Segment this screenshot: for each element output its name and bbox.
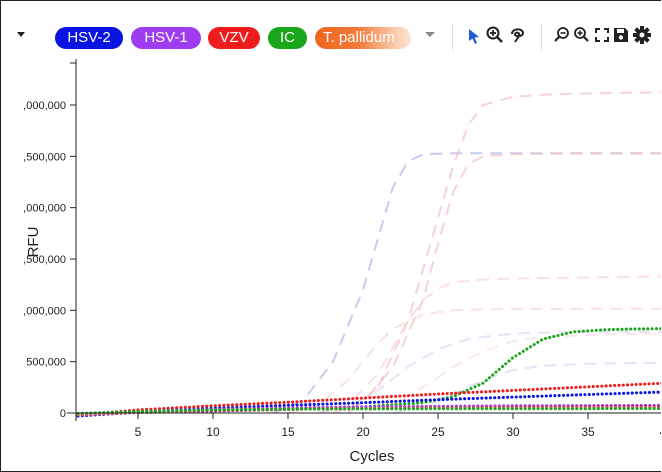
background-curve	[317, 275, 661, 414]
lasso-icon[interactable]	[508, 25, 528, 45]
fullscreen-icon[interactable]	[594, 27, 610, 43]
target-chip-ic[interactable]: IC	[268, 27, 307, 49]
x-tick-label: 25	[431, 425, 445, 439]
target-chip-hsv-2[interactable]: HSV-2	[55, 27, 123, 49]
x-tick-label: 10	[206, 425, 220, 439]
y-axis-label: RFU	[25, 227, 42, 258]
toolbar-divider	[452, 23, 453, 51]
y-tick-label: ,500,000	[23, 151, 66, 163]
background-curve	[272, 152, 661, 414]
target-chip-label: VZV	[219, 29, 249, 46]
y-tick-label: ,500,000	[23, 254, 66, 266]
chart-toolbar: HSV-2 HSV-1 VZV IC T. pallidum	[1, 19, 661, 55]
target-chip-t-pallidum[interactable]: T. pallidum	[315, 27, 411, 49]
background-curve	[347, 91, 661, 414]
y-tick-label: ,000,000	[23, 203, 66, 215]
zoom-in-icon[interactable]	[573, 26, 591, 44]
chevron-down-icon[interactable]	[423, 28, 437, 40]
x-tick-label: 15	[281, 425, 295, 439]
target-chip-label: IC	[280, 29, 295, 46]
background-curve	[332, 152, 661, 414]
y-tick-label: ,000,000	[23, 305, 66, 317]
target-chip-label: T. pallidum	[323, 29, 395, 46]
amplification-curve	[76, 381, 661, 417]
x-axis-label: Cycles	[349, 448, 394, 465]
y-tick-label: ,000,000	[23, 100, 66, 112]
zoom-in-icon[interactable]	[485, 25, 505, 45]
target-chip-hsv-1[interactable]: HSV-1	[131, 27, 201, 49]
target-chip-label: HSV-1	[144, 29, 188, 46]
y-tick-label: 500,000	[26, 357, 66, 369]
gear-icon[interactable]	[632, 25, 652, 45]
x-tick-label: 5	[135, 425, 142, 439]
x-tick-label: 20	[356, 425, 370, 439]
target-chip-label: HSV-2	[67, 29, 111, 46]
chevron-down-icon[interactable]	[15, 28, 27, 40]
amplification-curve	[76, 327, 661, 415]
x-tick-label: 4	[660, 425, 661, 439]
amplification-curve	[76, 407, 661, 415]
save-icon[interactable]	[613, 27, 629, 43]
x-tick-label: 35	[581, 425, 595, 439]
x-tick-label: 30	[506, 425, 520, 439]
y-tick-label: 0	[60, 408, 66, 420]
background-curve	[287, 307, 661, 414]
select-pointer-icon[interactable]	[466, 27, 482, 45]
target-chip-vzv[interactable]: VZV	[208, 27, 260, 49]
toolbar-divider	[541, 23, 542, 51]
background-curve	[317, 330, 661, 414]
background-curve	[392, 361, 661, 414]
zoom-out-icon[interactable]	[553, 26, 571, 44]
